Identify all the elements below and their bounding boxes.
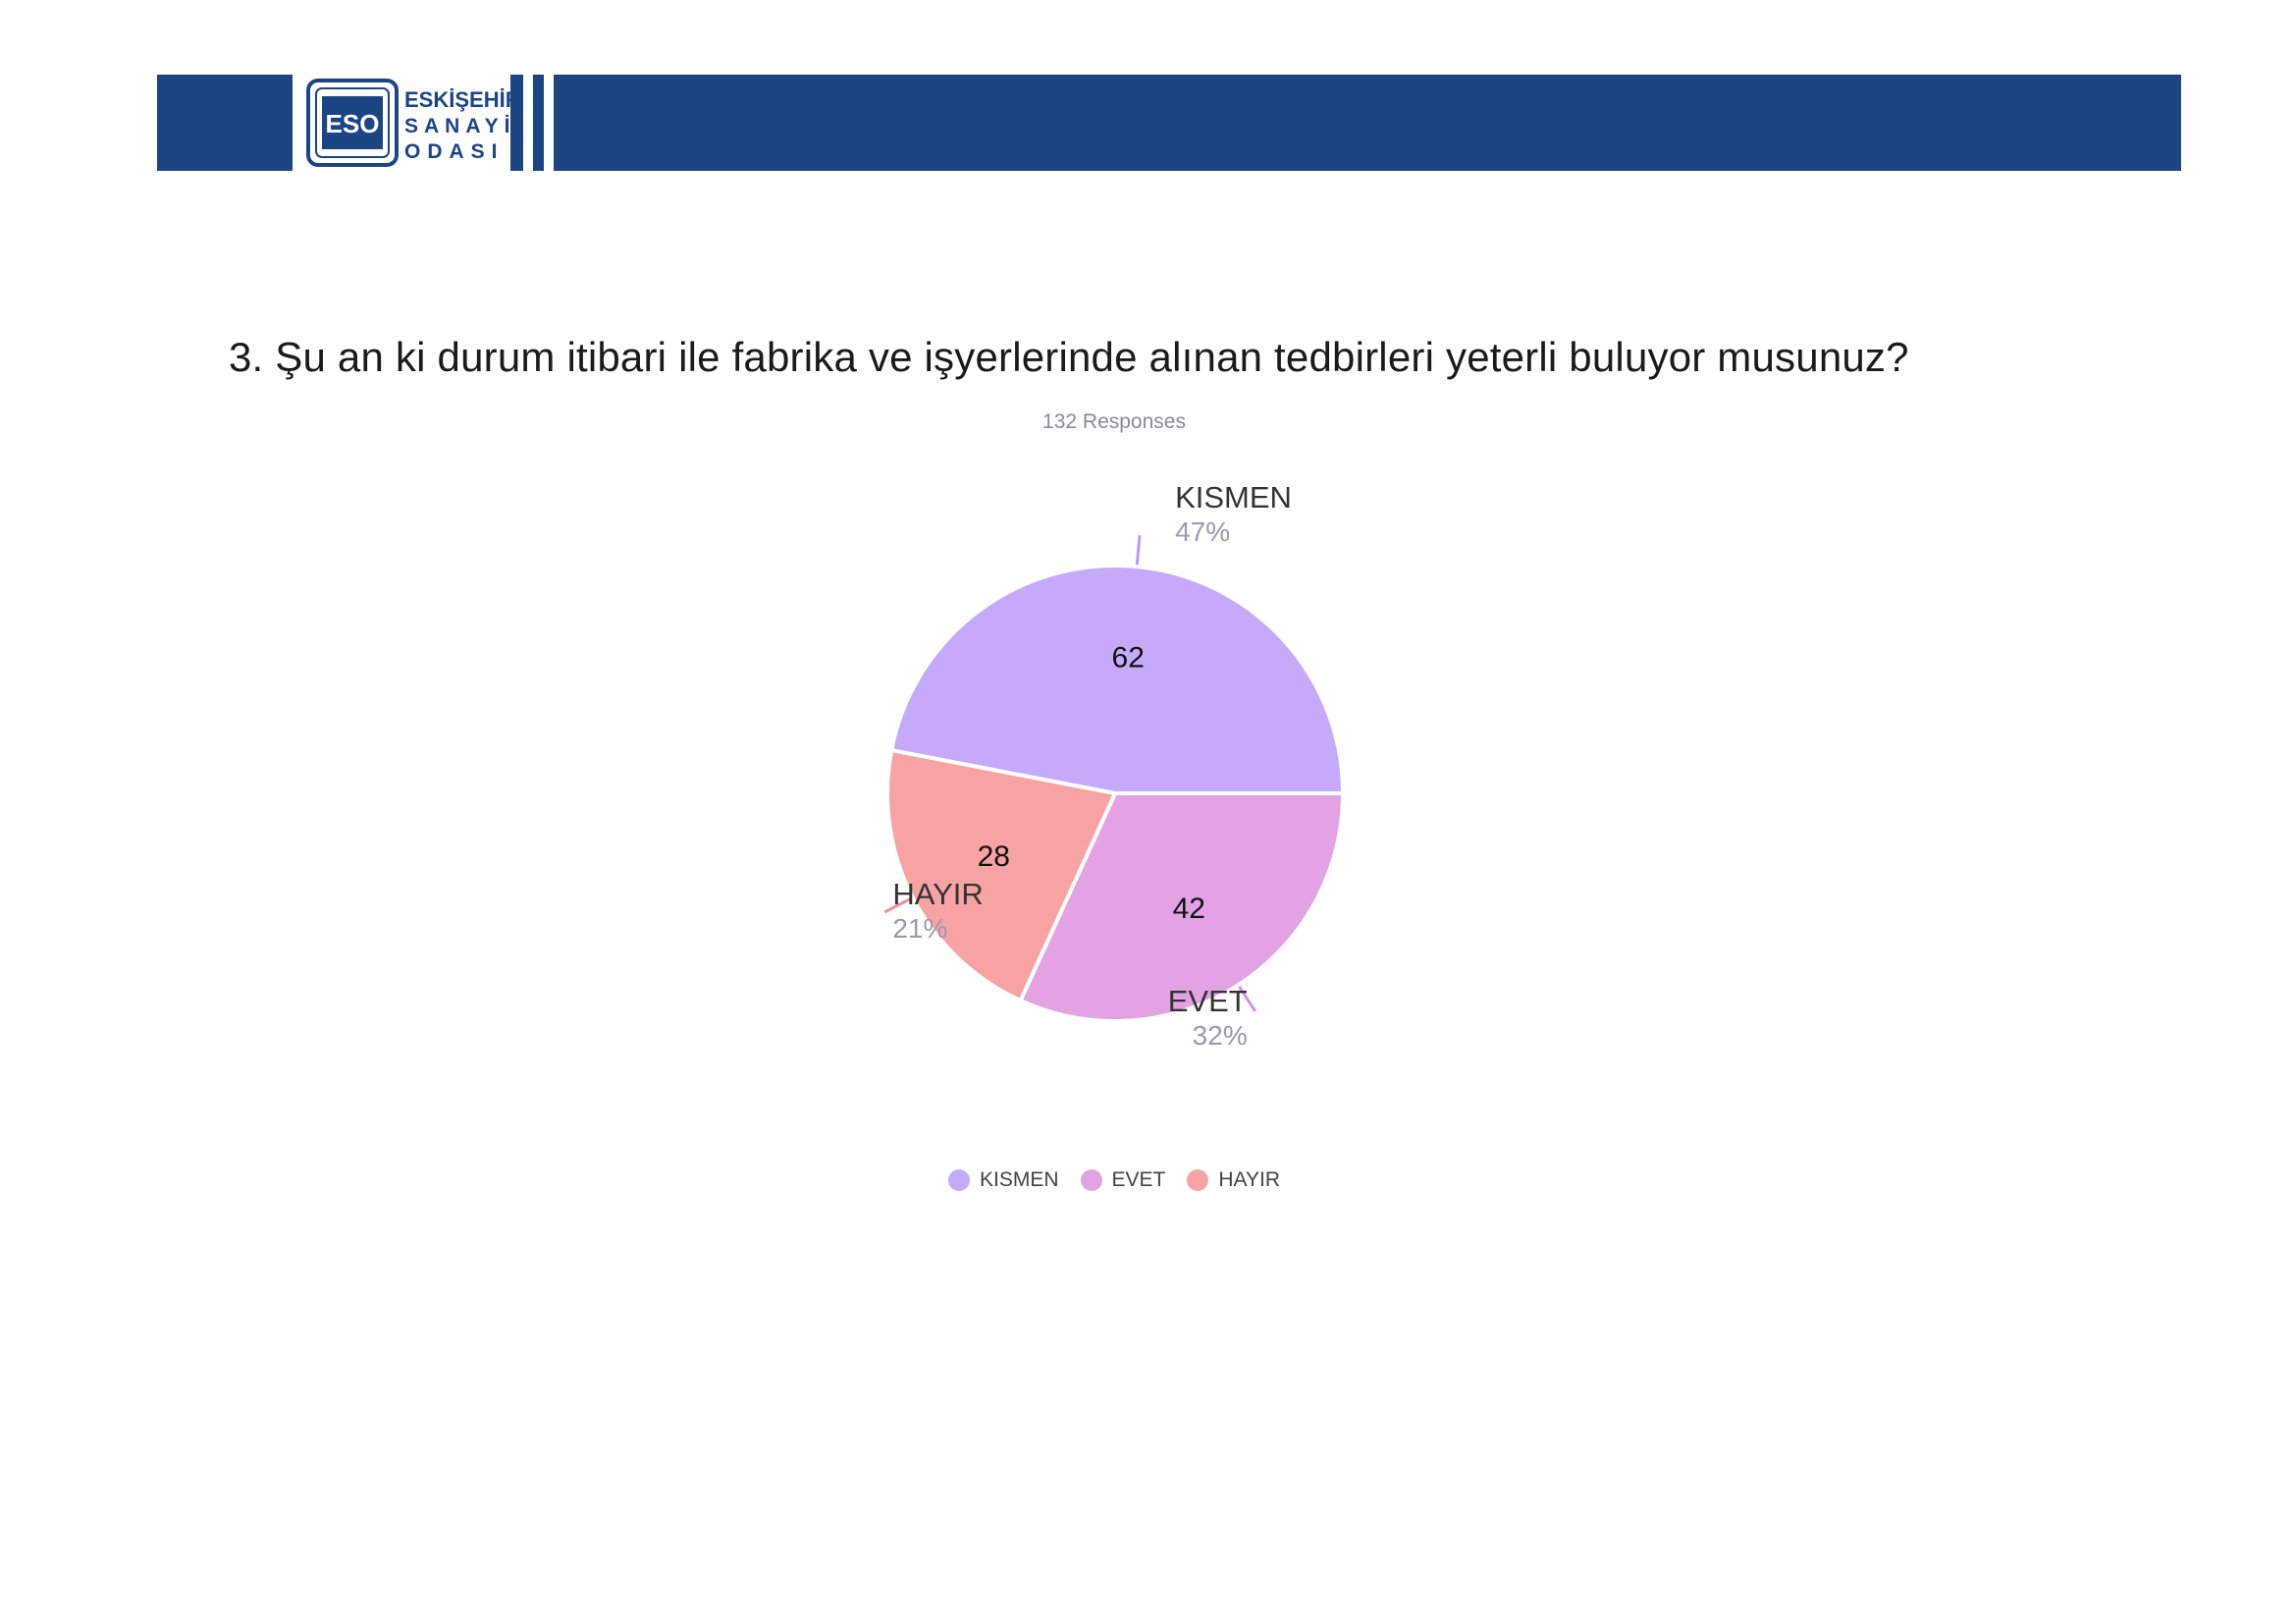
logo-line2: SANAYİ: [404, 115, 510, 137]
logo-line1: ESKİŞEHİR: [404, 87, 510, 112]
leader-line-kismen: [1135, 535, 1142, 566]
slice-value-kismen: 62: [1112, 641, 1145, 674]
header-stripe: [544, 75, 554, 171]
pie-slice-evet: [1017, 791, 1346, 1023]
slice-label-evet: EVET: [1168, 984, 1248, 1018]
legend-item-hayir: HAYIR: [1187, 1168, 1280, 1192]
legend-item-kismen: KISMEN: [948, 1168, 1059, 1192]
slice-percent-kismen: 47%: [1175, 516, 1230, 547]
leader-line-evet: [1238, 986, 1256, 1012]
pie-slice-hayir: [885, 747, 1118, 1003]
slice-value-hayir: 28: [978, 840, 1010, 873]
logo-abbr: ESO: [326, 109, 380, 138]
slice-label-hayir: HAYIR: [892, 877, 983, 911]
legend-swatch: [948, 1169, 970, 1191]
legend-item-evet: EVET: [1080, 1168, 1166, 1192]
slice-value-evet: 42: [1173, 893, 1205, 925]
slice-percent-hayir: 21%: [892, 913, 947, 944]
eso-logo: ESO ESKİŞEHİR SANAYİ ODASI: [293, 75, 510, 171]
legend-swatch: [1187, 1169, 1209, 1191]
legend-swatch: [1080, 1169, 1102, 1191]
legend-label: EVET: [1111, 1168, 1166, 1191]
eso-logo-mark: ESO ESKİŞEHİR SANAYİ ODASI: [306, 79, 510, 167]
logo-line3: ODASI: [404, 140, 505, 163]
legend-label: HAYIR: [1218, 1168, 1280, 1191]
chart-legend: KISMEN EVET HAYIR: [0, 1168, 2228, 1192]
legend-label: KISMEN: [980, 1168, 1059, 1191]
responses-count: 132 Responses: [1042, 410, 1186, 433]
leader-line-hayir: [883, 896, 912, 914]
slice-label-kismen: KISMEN: [1175, 480, 1292, 514]
question-title: 3. Şu an ki durum itibari ile fabrika ve…: [229, 334, 1909, 380]
pie-slice-kismen: [888, 564, 1346, 795]
slice-percent-evet: 32%: [1193, 1020, 1248, 1051]
header-stripe: [523, 75, 533, 171]
